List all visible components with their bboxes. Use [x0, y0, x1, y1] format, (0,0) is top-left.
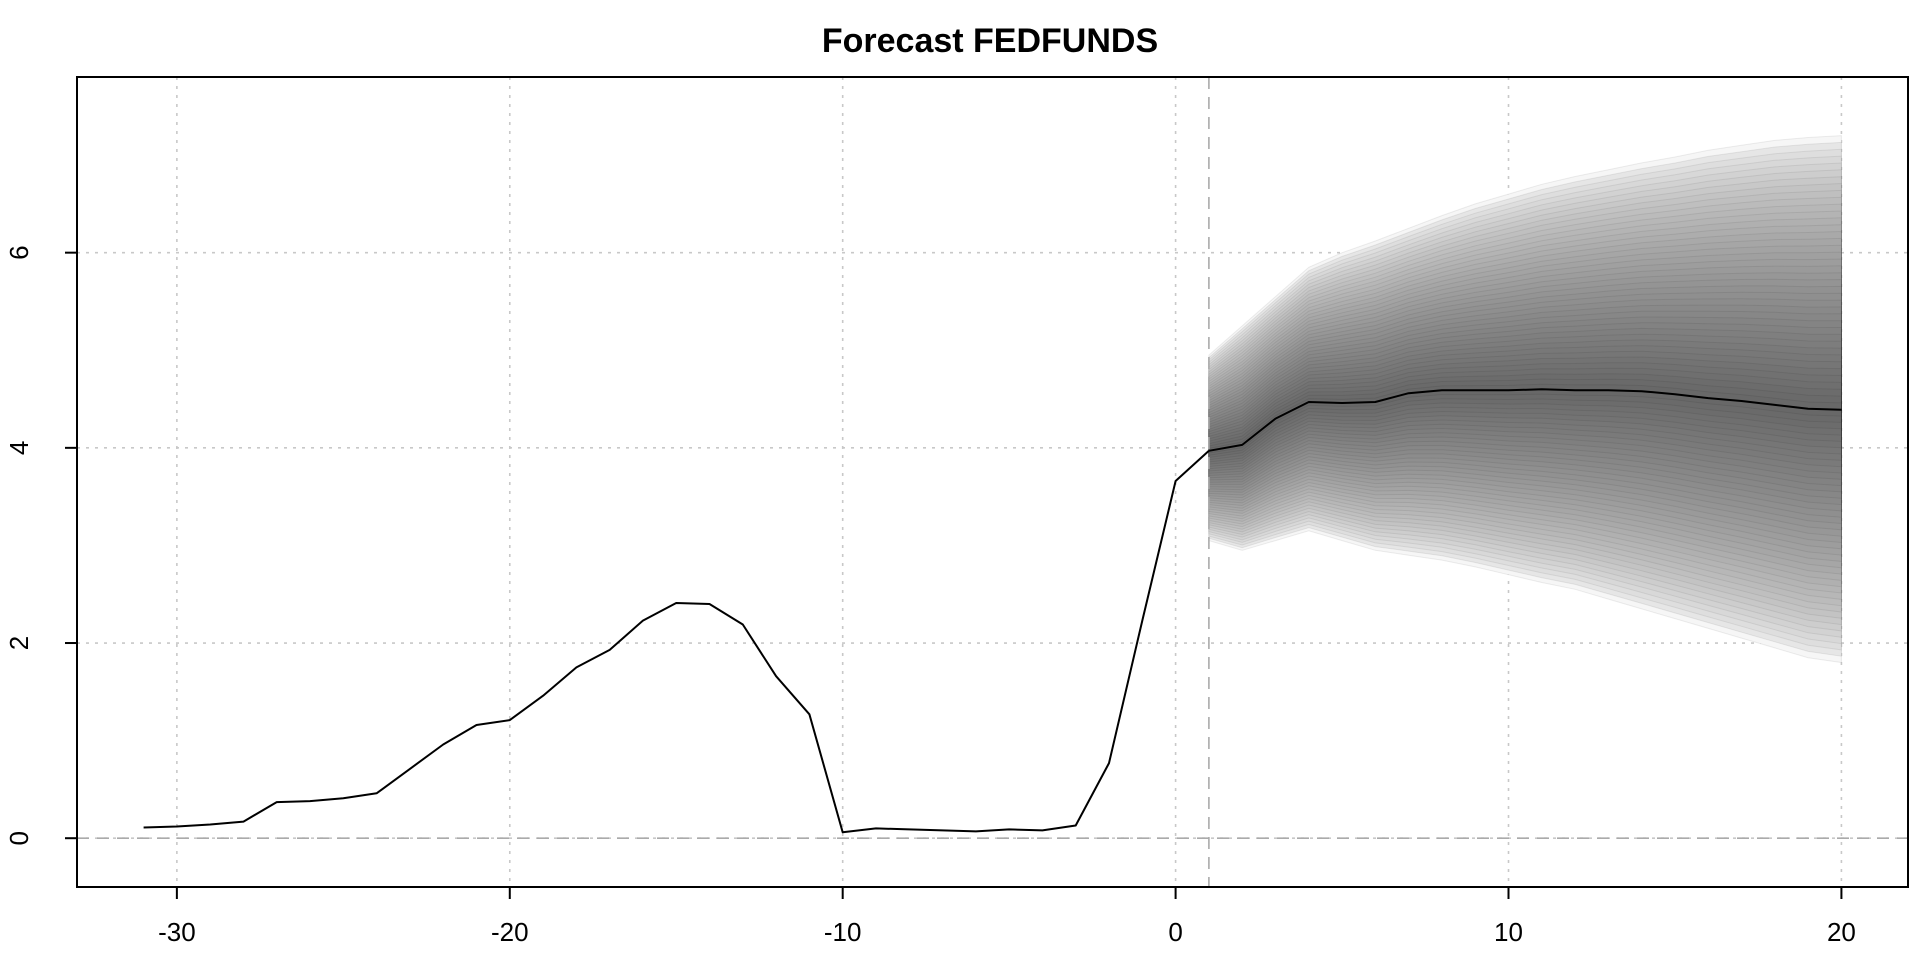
- x-tick-label: 0: [1168, 917, 1182, 947]
- forecast-fan: [1208, 135, 1842, 664]
- forecast-median-line: [1208, 388, 1842, 452]
- y-tick-label: 2: [4, 636, 34, 650]
- plot-frame: [76, 76, 1909, 888]
- y-tick-label: 4: [4, 441, 34, 455]
- x-tick-label: 20: [1827, 917, 1856, 947]
- series-lines: [143, 388, 1842, 834]
- y-tick-label: 6: [4, 245, 34, 259]
- x-tick-label: -20: [491, 917, 529, 947]
- reference-lines: [77, 77, 1908, 887]
- history-line: [143, 450, 1210, 834]
- chart-title: Forecast FEDFUNDS: [822, 22, 1158, 60]
- x-tick-label: -10: [824, 917, 862, 947]
- y-tick-label: 0: [4, 831, 34, 845]
- y-axis: 0 2 4 6: [4, 245, 77, 845]
- x-axis: -30 -20 -10 0 10 20: [158, 887, 1856, 947]
- x-tick-label: 10: [1494, 917, 1523, 947]
- x-tick-label: -30: [158, 917, 196, 947]
